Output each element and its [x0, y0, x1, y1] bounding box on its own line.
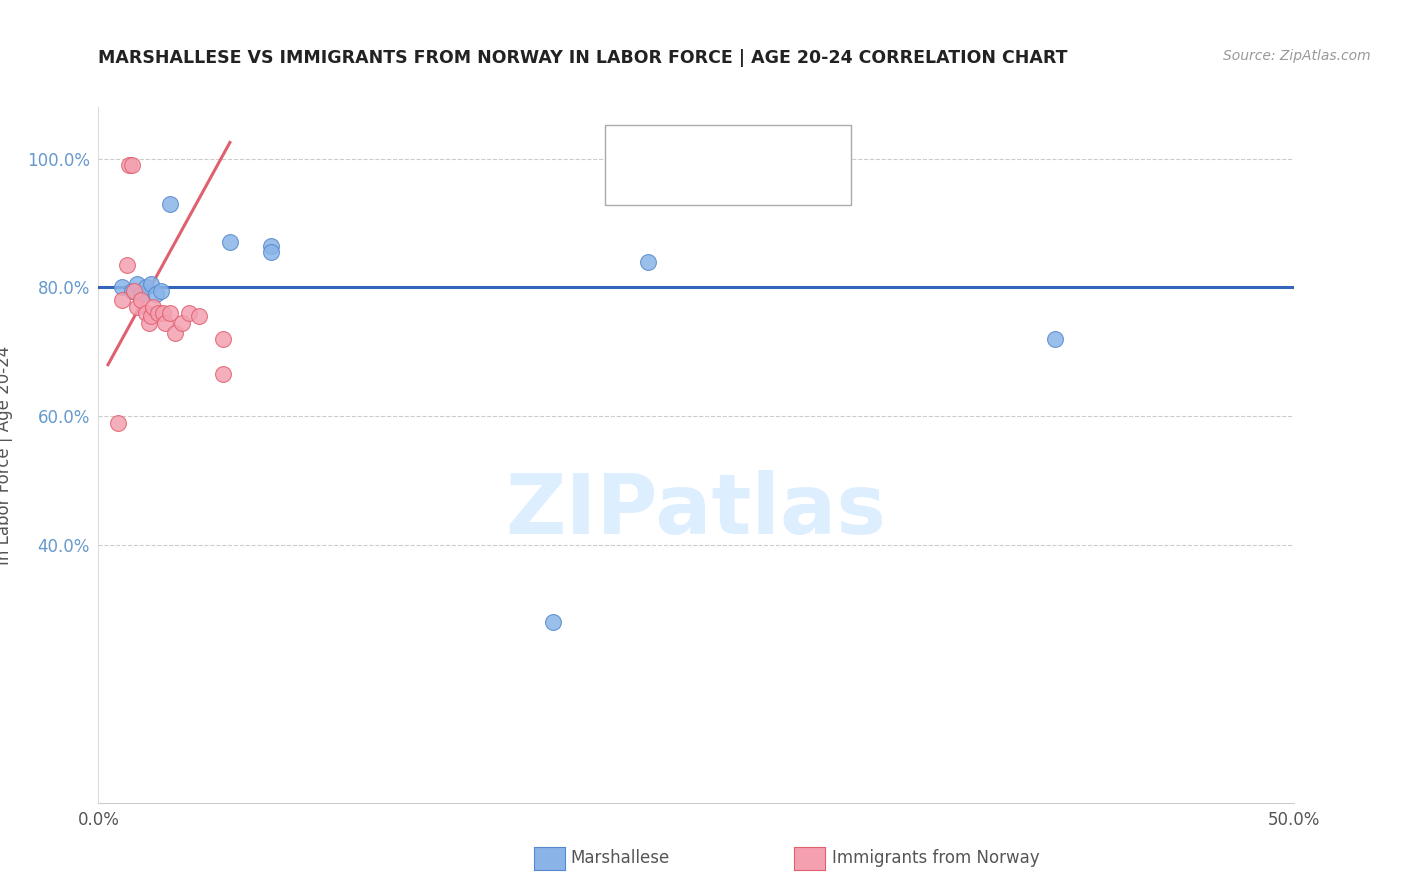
Point	[259, 244, 281, 259]
Point	[121, 284, 143, 298]
Point	[135, 306, 157, 320]
Point	[159, 306, 181, 320]
Text: R =  0.585   N = 22: R = 0.585 N = 22	[657, 176, 830, 191]
Point	[149, 284, 172, 298]
Point	[124, 284, 146, 298]
Point	[163, 326, 186, 340]
Point	[159, 196, 181, 211]
Point	[172, 316, 194, 330]
Text: Source: ZipAtlas.com: Source: ZipAtlas.com	[1223, 49, 1371, 63]
Point	[541, 615, 564, 630]
Point	[148, 306, 170, 320]
Point	[125, 277, 148, 292]
Text: Immigrants from Norway: Immigrants from Norway	[832, 849, 1040, 867]
Point	[211, 368, 233, 382]
Point	[1043, 332, 1066, 346]
Text: R = -0.008   N = 15: R = -0.008 N = 15	[657, 149, 830, 164]
Text: Marshallese: Marshallese	[571, 849, 671, 867]
Point	[152, 306, 174, 320]
Point	[179, 306, 201, 320]
Point	[219, 235, 242, 250]
Point	[131, 286, 153, 301]
Point	[139, 310, 162, 324]
Point	[121, 158, 143, 172]
Text: MARSHALLESE VS IMMIGRANTS FROM NORWAY IN LABOR FORCE | AGE 20-24 CORRELATION CHA: MARSHALLESE VS IMMIGRANTS FROM NORWAY IN…	[98, 49, 1069, 67]
Point	[142, 300, 165, 314]
Point	[118, 158, 141, 172]
Point	[145, 286, 167, 301]
Point	[138, 316, 160, 330]
Point	[131, 293, 153, 308]
Point	[139, 277, 162, 292]
Point	[259, 238, 281, 252]
Point	[125, 300, 148, 314]
Point	[187, 310, 209, 324]
Point	[111, 293, 134, 308]
Y-axis label: In Labor Force | Age 20-24: In Labor Force | Age 20-24	[0, 345, 13, 565]
Point	[107, 416, 129, 430]
Point	[115, 258, 138, 272]
Point	[155, 316, 177, 330]
Point	[135, 280, 157, 294]
Text: ZIPatlas: ZIPatlas	[506, 470, 886, 551]
Point	[211, 332, 233, 346]
Point	[637, 254, 659, 268]
Point	[111, 280, 134, 294]
